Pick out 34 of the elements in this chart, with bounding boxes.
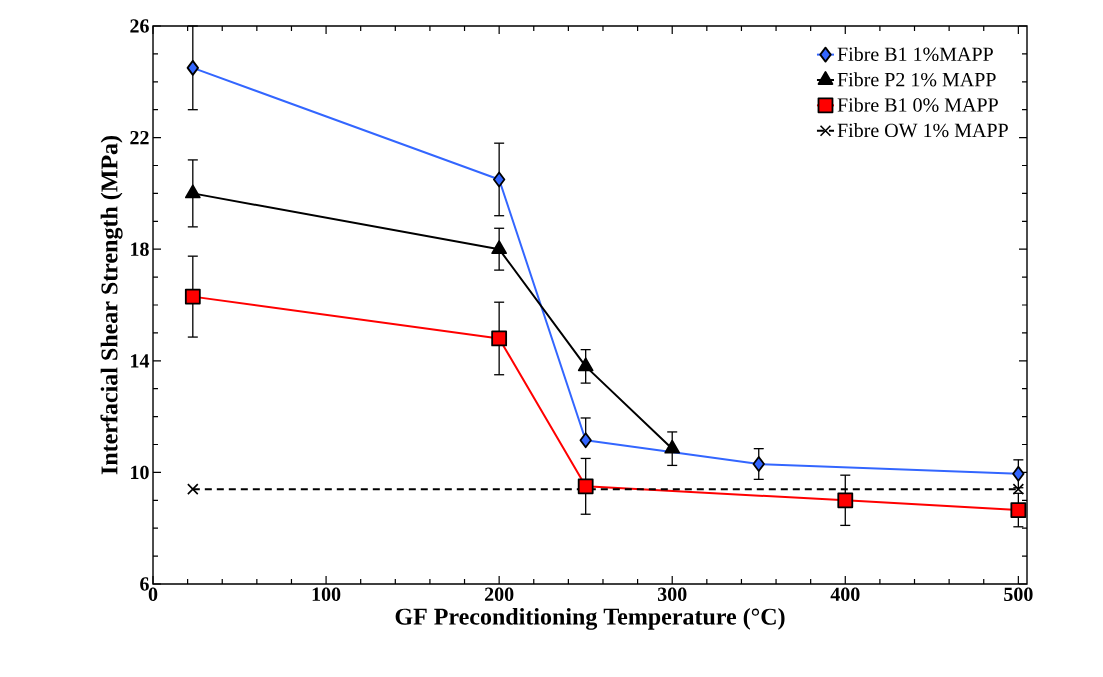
legend-label: Fibre P2 1% MAPP (837, 72, 996, 87)
y-tick-label: 18 (131, 242, 149, 256)
x-axis-title: GF Preconditioning Temperature (°C) (395, 607, 785, 630)
x-tick-label: 100 (312, 587, 341, 602)
legend-label: Fibre OW 1% MAPP (837, 123, 1008, 138)
point (579, 432, 592, 449)
point (1012, 465, 1025, 482)
y-tick-label: 22 (130, 130, 149, 145)
y-tick-label: 26 (130, 19, 149, 33)
point (577, 478, 594, 495)
point (577, 357, 594, 372)
point (184, 288, 201, 305)
legend-label: Fibre B1 0% MAPP (837, 97, 998, 112)
x-tick-label: 300 (657, 587, 687, 602)
point (186, 59, 199, 76)
point (837, 492, 854, 509)
x-tick-label: 400 (830, 587, 860, 602)
y-axis-title: Interfacial Shear Strength (MPa) (100, 135, 123, 475)
x-tick-label: 0 (148, 587, 158, 602)
point (491, 240, 507, 255)
point (184, 184, 201, 199)
point (664, 439, 681, 454)
point (1010, 502, 1027, 518)
x-tick-label: 200 (484, 587, 514, 602)
y-tick-label: 6 (140, 577, 149, 591)
y-tick-label: 10 (131, 465, 149, 480)
legend-label: Fibre B1 1%MAPP (837, 46, 993, 62)
point (491, 330, 508, 347)
x-tick-label: 500 (1004, 587, 1033, 602)
point (1012, 483, 1025, 495)
point (493, 171, 506, 188)
y-tick-label: 14 (131, 354, 150, 368)
point (187, 483, 199, 495)
point (752, 456, 765, 472)
